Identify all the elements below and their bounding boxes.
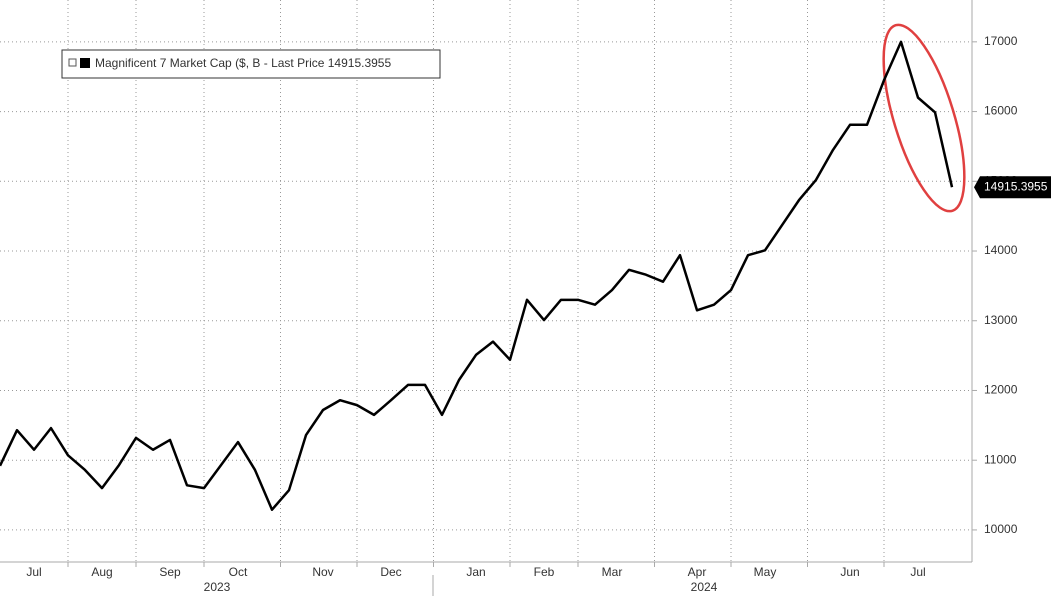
legend-label: Magnificent 7 Market Cap ($, B - Last Pr…	[95, 56, 391, 70]
y-tick-label: 11000	[984, 452, 1017, 466]
y-tick-label: 13000	[984, 313, 1018, 327]
y-tick-label: 14000	[984, 243, 1018, 257]
legend-toggle	[68, 58, 77, 67]
x-tick-label: Apr	[688, 565, 707, 579]
y-tick-label: 16000	[984, 104, 1018, 118]
legend-swatch	[80, 58, 90, 68]
legend-box	[61, 49, 441, 79]
last-price-tag	[974, 176, 1051, 199]
line	[0, 40, 954, 511]
y-tick-label: 12000	[984, 383, 1018, 397]
x-tick-label: Jun	[840, 565, 859, 579]
x-tick-label: Mar	[602, 565, 623, 579]
x-tick-label: Jan	[466, 565, 485, 579]
x-tick-label: Oct	[229, 565, 248, 579]
x-tick-label: Aug	[91, 565, 112, 579]
x-tick-label: Sep	[159, 565, 181, 579]
x-tick-label: Nov	[312, 565, 333, 579]
x-tick-label: Jul	[26, 565, 41, 579]
year-label: 2024	[691, 580, 718, 594]
x-tick-label: May	[754, 565, 777, 579]
highlight-ellipse	[882, 23, 966, 213]
legend: Magnificent 7 Market Cap ($, B - Last Pr…	[61, 49, 441, 79]
x-tick-label: Jul	[910, 565, 925, 579]
year-label: 2023	[204, 580, 231, 594]
y-tick-label: 17000	[984, 34, 1018, 48]
x-tick-label: Dec	[380, 565, 401, 579]
y-tick-label: 10000	[984, 522, 1018, 536]
grid	[0, 0, 972, 562]
last-price-label: 14915.3955	[984, 179, 1048, 193]
x-tick-label: Feb	[534, 565, 555, 579]
